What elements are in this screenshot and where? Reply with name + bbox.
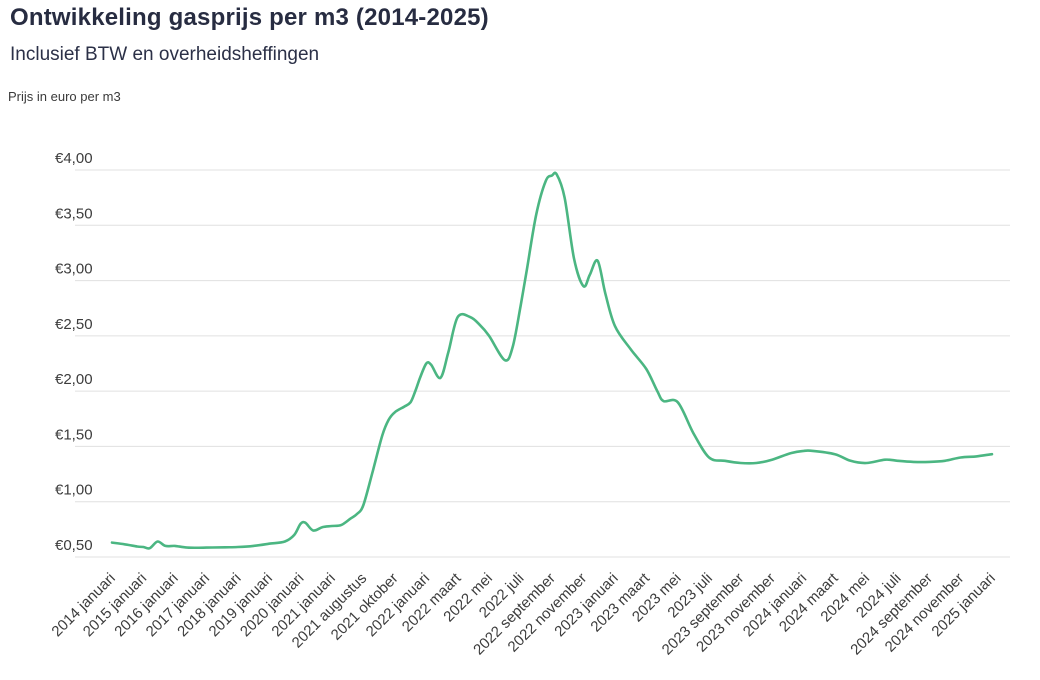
y-tick-label: €1,50 <box>55 426 93 443</box>
page-title: Ontwikkeling gasprijs per m3 (2014-2025) <box>10 4 489 31</box>
y-tick-label: €2,00 <box>55 371 93 388</box>
gridlines <box>75 169 1010 558</box>
gas-price-line <box>110 171 994 550</box>
y-tick-label: €2,50 <box>55 316 93 333</box>
y-tick-label: €3,00 <box>55 261 93 278</box>
y-tick-label: €4,00 <box>55 150 93 167</box>
y-axis-labels: €4,00 €3,50 €3,00 €2,50 €2,00 €1,50 €1,00 €0,50 <box>55 150 93 554</box>
y-tick-label: €3,50 <box>55 205 93 222</box>
y-tick-label: €0,50 <box>55 537 93 554</box>
y-axis-note: Prijs in euro per m3 <box>8 89 121 104</box>
page-subtitle: Inclusief BTW en overheidsheffingen <box>10 44 320 65</box>
y-tick-label: €1,00 <box>55 482 93 499</box>
